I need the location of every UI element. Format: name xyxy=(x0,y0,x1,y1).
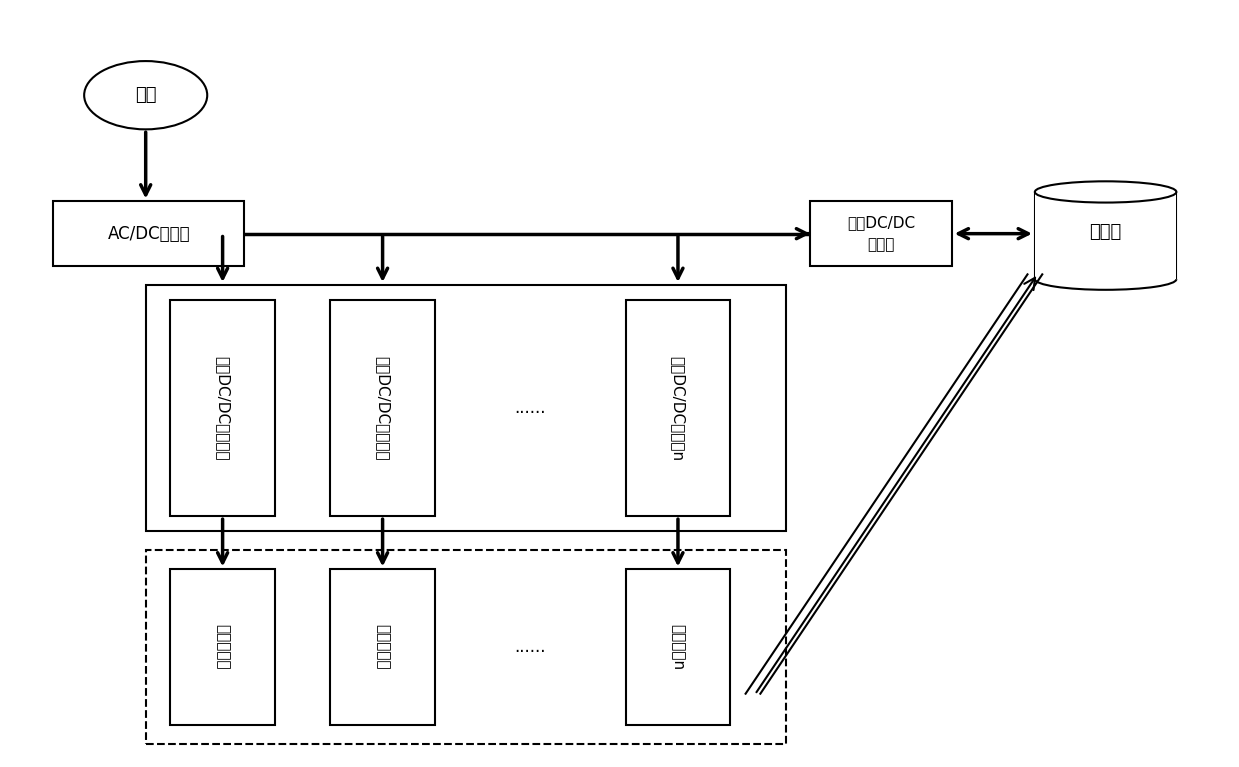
Text: AC/DC变流器: AC/DC变流器 xyxy=(108,225,190,242)
Text: 电动汽车１: 电动汽车１ xyxy=(216,624,230,670)
Text: 单向DC/DC变流器１: 单向DC/DC变流器１ xyxy=(216,356,230,460)
Bar xyxy=(170,300,275,516)
Bar xyxy=(626,569,730,725)
Text: 电网: 电网 xyxy=(135,86,156,104)
Text: 单向DC/DC变流器n: 单向DC/DC变流器n xyxy=(670,356,685,461)
Text: 储能堆: 储能堆 xyxy=(1089,222,1121,241)
Ellipse shape xyxy=(1035,181,1176,202)
Text: 单向DC/DC变流器２: 单向DC/DC变流器２ xyxy=(375,356,390,460)
Ellipse shape xyxy=(84,61,207,130)
Text: ......: ...... xyxy=(514,399,546,417)
Text: 双向DC/DC: 双向DC/DC xyxy=(847,215,916,230)
Bar xyxy=(331,300,435,516)
Bar xyxy=(810,202,952,266)
Bar xyxy=(1035,192,1176,279)
Bar xyxy=(53,202,244,266)
Bar xyxy=(146,285,786,532)
Text: 电动汽车n: 电动汽车n xyxy=(670,624,685,670)
Text: 变流器: 变流器 xyxy=(867,238,895,252)
Text: 电动汽车２: 电动汽车２ xyxy=(375,624,390,670)
Bar xyxy=(146,551,786,744)
Bar xyxy=(170,569,275,725)
Text: ......: ...... xyxy=(514,638,546,656)
Bar xyxy=(331,569,435,725)
Bar xyxy=(626,300,730,516)
